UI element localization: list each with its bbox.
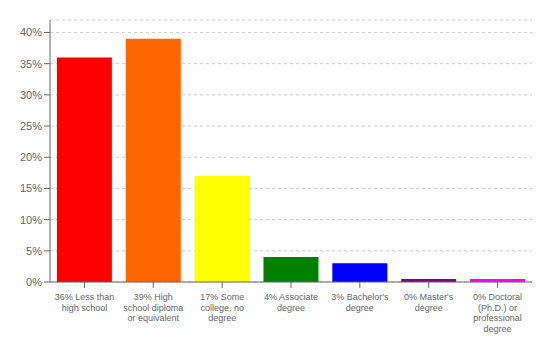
svg-text:39% Highschool diplomaor equiv: 39% Highschool diplomaor equivalent — [123, 292, 183, 323]
svg-text:20%: 20% — [20, 151, 42, 163]
svg-text:0%: 0% — [26, 276, 42, 288]
svg-text:4% Associatedegree: 4% Associatedegree — [264, 292, 318, 313]
svg-text:0% Master'sdegree: 0% Master'sdegree — [404, 292, 454, 313]
svg-text:17% Somecollege, nodegree: 17% Somecollege, nodegree — [200, 292, 244, 323]
svg-text:5%: 5% — [26, 245, 42, 257]
svg-text:40%: 40% — [20, 26, 42, 38]
svg-text:15%: 15% — [20, 182, 42, 194]
svg-text:36% Less thanhigh school: 36% Less thanhigh school — [55, 292, 115, 313]
svg-text:3% Bachelor'sdegree: 3% Bachelor'sdegree — [331, 292, 389, 313]
svg-text:0% Doctoral(Ph.D.) orprofessio: 0% Doctoral(Ph.D.) orprofessionaldegree — [473, 292, 522, 334]
svg-text:25%: 25% — [20, 120, 42, 132]
svg-text:35%: 35% — [20, 58, 42, 70]
svg-text:10%: 10% — [20, 214, 42, 226]
svg-text:30%: 30% — [20, 89, 42, 101]
